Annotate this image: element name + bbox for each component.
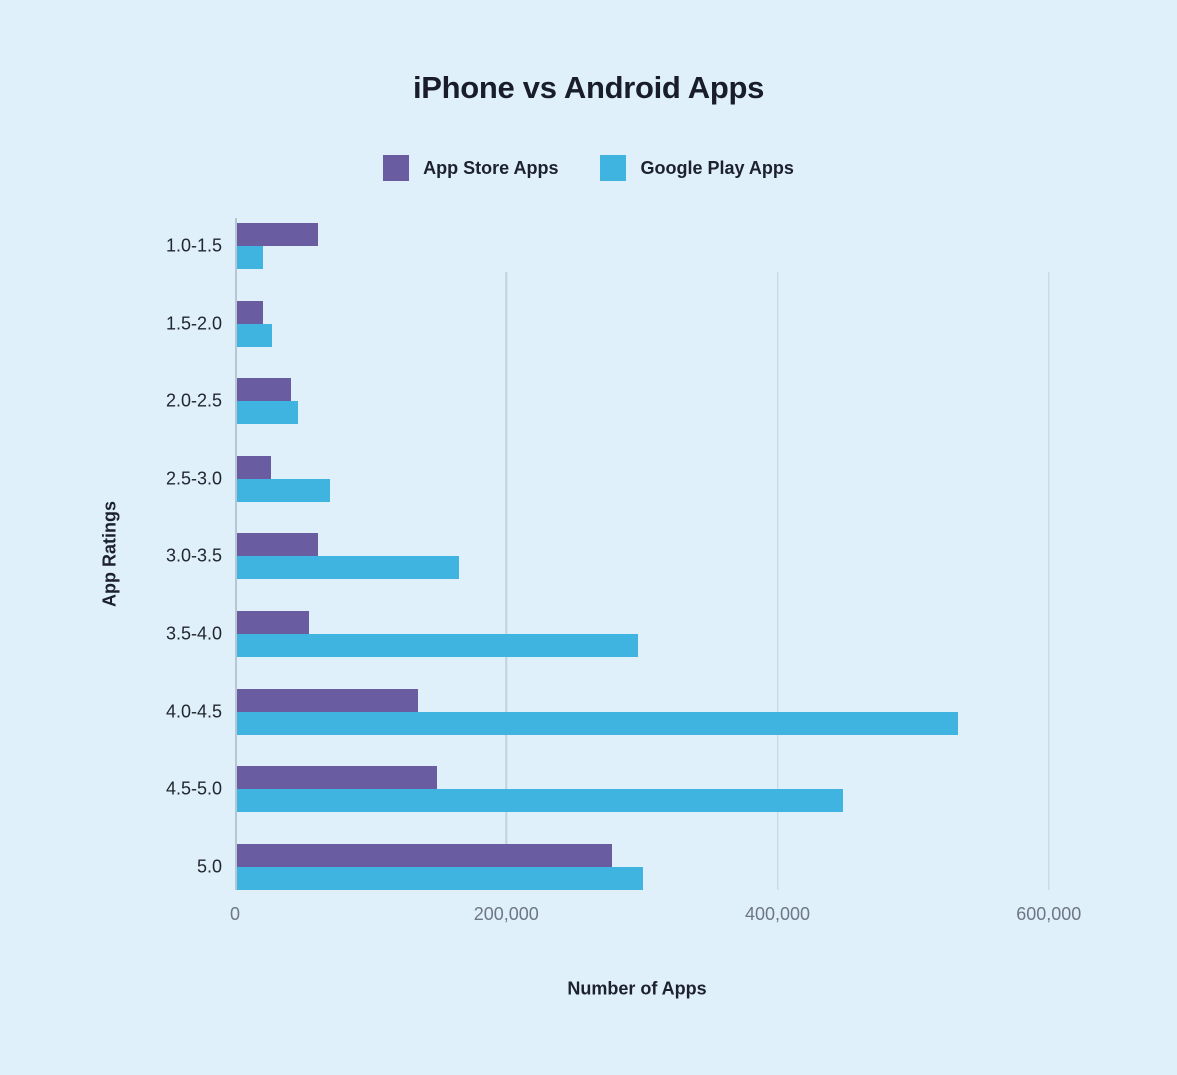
- category-label: 1.0-1.5: [165, 235, 222, 256]
- category-label: 3.0-3.5: [165, 545, 222, 566]
- bar-google-play-apps: [237, 789, 844, 813]
- bar-google-play-apps: [237, 246, 263, 269]
- chart-title: iPhone vs Android Apps: [412, 70, 765, 105]
- bar-row: 1.5-2.0: [166, 300, 1103, 347]
- gridline: [776, 272, 779, 890]
- bar-row: 2.5-3.0: [166, 455, 1103, 502]
- plot-area: 1.0-1.5 1.5-2.0 2.0-2.5 2.5-3.0 3.0-3.5 3.5-4…: [166, 218, 1103, 890]
- bar-app-store-apps: [237, 610, 309, 634]
- category-label: 5.0: [196, 856, 222, 877]
- bar-google-play-apps: [237, 633, 638, 657]
- bar-rows: 1.0-1.5 1.5-2.0 2.0-2.5 2.5-3.0 3.0-3.5 3.5-4…: [166, 218, 1103, 890]
- legend-label-app-store: App Store Apps: [423, 157, 559, 178]
- legend-label-google-play: Google Play Apps: [640, 157, 794, 178]
- bar-google-play-apps: [237, 478, 331, 502]
- bar-google-play-apps: [237, 323, 273, 347]
- bar-app-store-apps: [237, 688, 419, 712]
- category-label: 2.0-2.5: [165, 390, 222, 411]
- legend-swatch-google-play: [600, 155, 627, 181]
- legend-item-app-store: App Store Apps: [383, 155, 558, 181]
- bar-app-store-apps: [237, 766, 438, 790]
- category-label: 3.5-4.0: [165, 623, 222, 644]
- bar-app-store-apps: [237, 533, 319, 557]
- bar-google-play-apps: [237, 711, 959, 735]
- legend: App Store Apps Google Play Apps: [0, 155, 1177, 181]
- category-label: 4.5-5.0: [165, 778, 222, 799]
- gridline: [505, 272, 507, 890]
- bar-row: 3.0-3.5: [166, 533, 1103, 580]
- x-tick-label: 200,000: [473, 904, 539, 924]
- x-tick-label: 400,000: [744, 904, 811, 924]
- legend-swatch-app-store: [383, 155, 410, 181]
- bar-row: 1.0-1.5: [166, 223, 1103, 269]
- bar-app-store-apps: [237, 300, 263, 324]
- x-tick-label: 0: [229, 904, 241, 924]
- bar-row: 3.5-4.0: [166, 610, 1103, 657]
- bar-google-play-apps: [237, 556, 459, 580]
- bar-app-store-apps: [237, 223, 319, 246]
- category-label: 4.0-4.5: [165, 701, 222, 722]
- bar-app-store-apps: [237, 843, 612, 867]
- bar-row: 2.0-2.5: [166, 378, 1103, 425]
- y-axis-title: App Ratings: [99, 501, 120, 607]
- y-axis-line: [235, 218, 237, 890]
- bar-app-store-apps: [237, 455, 271, 479]
- bar-app-store-apps: [237, 378, 292, 402]
- gridline: [1048, 272, 1050, 890]
- bar-row: 5.0: [197, 843, 1103, 890]
- legend-item-google-play: Google Play Apps: [600, 155, 794, 181]
- bar-google-play-apps: [237, 866, 643, 890]
- bar-google-play-apps: [237, 401, 298, 425]
- bar-row: 4.5-5.0: [166, 766, 1103, 813]
- x-tick-label: 600,000: [1016, 904, 1082, 924]
- x-axis-title: Number of Apps: [567, 978, 707, 999]
- category-label: 1.5-2.0: [165, 313, 222, 334]
- category-label: 2.5-3.0: [165, 468, 222, 489]
- bar-row: 4.0-4.5: [166, 688, 1103, 735]
